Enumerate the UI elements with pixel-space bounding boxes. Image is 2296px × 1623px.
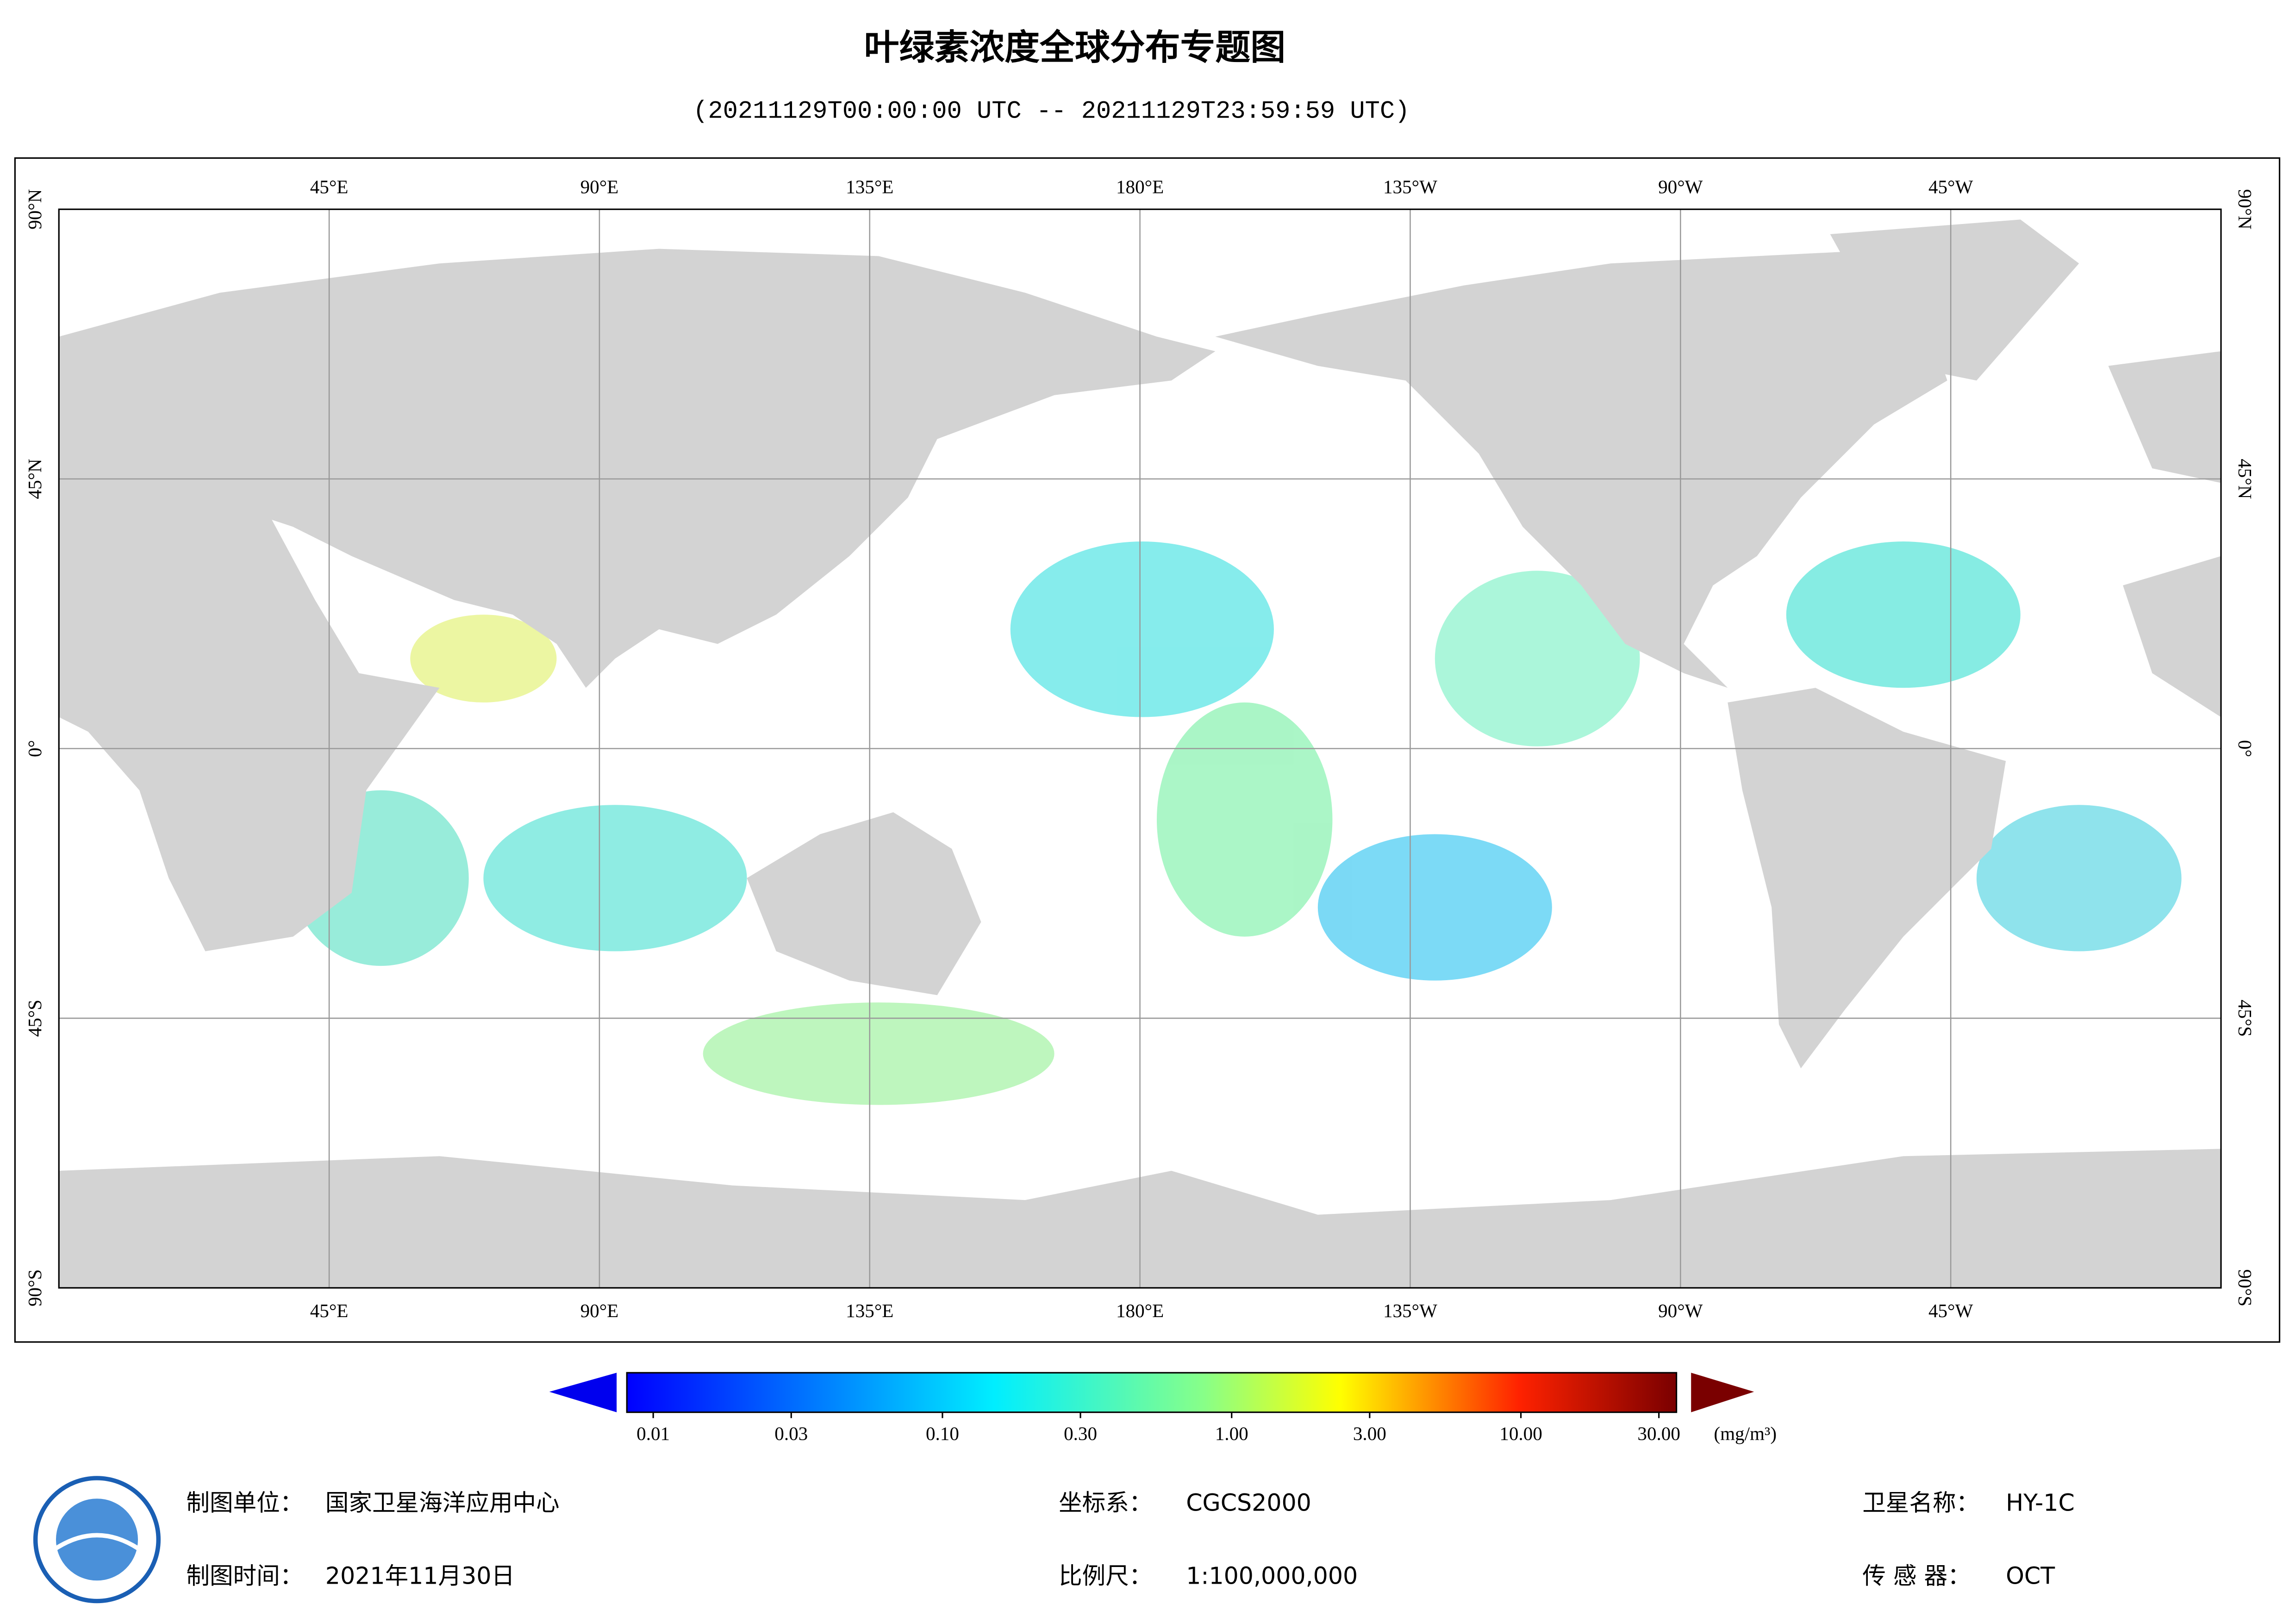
land bbox=[1215, 249, 1947, 688]
lon-label: 135°E bbox=[846, 1300, 893, 1321]
lat-label: 0° bbox=[24, 740, 45, 757]
footer-label: 制图时间： bbox=[186, 1562, 303, 1589]
lat-label: 90°S bbox=[2234, 1269, 2256, 1306]
lon-label: 135°W bbox=[1383, 1300, 1437, 1321]
land bbox=[747, 812, 981, 995]
lon-label: 90°W bbox=[1658, 176, 1703, 197]
colorbar-high-arrow bbox=[1691, 1373, 1754, 1412]
colorbar-low-arrow bbox=[549, 1373, 617, 1412]
logo bbox=[33, 1476, 161, 1604]
colorbar-tick-label: 3.00 bbox=[1353, 1423, 1386, 1444]
lon-label: 180°E bbox=[1116, 1300, 1164, 1321]
footer-label: 传 感 器： bbox=[1862, 1562, 1971, 1589]
land bbox=[1830, 219, 2079, 381]
land bbox=[59, 249, 1216, 688]
colorbar-bar bbox=[626, 1372, 1678, 1413]
lon-label: 45°W bbox=[1928, 176, 1973, 197]
lat-label: 45°N bbox=[2234, 459, 2256, 499]
lon-label: 180°E bbox=[1116, 176, 1164, 197]
footer-label: 比例尺： bbox=[1059, 1562, 1152, 1589]
land bbox=[1728, 688, 2006, 1069]
colorbar: (mg/m³) 0.01 0.03 0.10 0.30 1.00 3.00 10.00 30.… bbox=[549, 1372, 1777, 1445]
colorbar-tick-label: 10.00 bbox=[1499, 1423, 1542, 1444]
map-frame bbox=[14, 157, 2281, 1343]
lon-label: 90°E bbox=[580, 1300, 619, 1321]
lat-label: 45°S bbox=[2234, 1000, 2256, 1037]
colorbar-tick-label: 1.00 bbox=[1215, 1423, 1248, 1444]
colorbar-tick-label: 0.10 bbox=[926, 1423, 959, 1444]
lat-label: 90°N bbox=[24, 189, 45, 230]
land bbox=[59, 468, 440, 951]
footer-value: 2021年11月30日 bbox=[325, 1562, 515, 1589]
lat-label: 0° bbox=[2234, 740, 2256, 757]
lat-label: 90°S bbox=[24, 1269, 45, 1306]
footer: 制图单位： 国家卫星海洋应用中心 制图时间： 2021年11月30日 坐标系： … bbox=[186, 1489, 2074, 1589]
graticule: 45°E 45°E 90°E 90°E 135°E 135°E 180°E 180°E 135°… bbox=[24, 176, 2256, 1321]
colorbar-tick-label: 30.00 bbox=[1637, 1423, 1680, 1444]
footer-value: CGCS2000 bbox=[1186, 1489, 1311, 1516]
footer-label: 卫星名称： bbox=[1862, 1489, 1979, 1516]
footer-value: 1:100,000,000 bbox=[1186, 1562, 1358, 1589]
map-body bbox=[59, 219, 2221, 1288]
lon-label: 45°E bbox=[310, 1300, 349, 1321]
colorbar-unit: (mg/m³) bbox=[1714, 1423, 1777, 1445]
footer-value: 国家卫星海洋应用中心 bbox=[325, 1489, 560, 1516]
map-border bbox=[58, 208, 2222, 1289]
lon-label: 90°E bbox=[580, 176, 619, 197]
lon-label: 45°E bbox=[310, 176, 349, 197]
lat-label: 90°N bbox=[2234, 189, 2256, 230]
ocean-data bbox=[293, 541, 2182, 1105]
footer-value: OCT bbox=[2006, 1562, 2055, 1589]
colorbar-tick-label: 0.03 bbox=[774, 1423, 808, 1444]
land bbox=[2108, 351, 2221, 717]
title: 叶绿素浓度全球分布专题图 bbox=[864, 27, 1286, 68]
footer-label: 坐标系： bbox=[1059, 1489, 1152, 1516]
lon-label: 45°W bbox=[1928, 1300, 1973, 1321]
lon-label: 135°E bbox=[846, 176, 893, 197]
footer-label: 制图单位： bbox=[186, 1489, 303, 1516]
lat-label: 45°N bbox=[24, 459, 45, 499]
lat-label: 45°S bbox=[24, 1000, 45, 1037]
colorbar-tick-label: 0.01 bbox=[636, 1423, 670, 1444]
lon-label: 135°W bbox=[1383, 176, 1437, 197]
subtitle: (20211129T00:00:00 UTC -- 20211129T23:59… bbox=[693, 98, 1410, 126]
lon-label: 90°W bbox=[1658, 1300, 1703, 1321]
colorbar-tick-label: 0.30 bbox=[1064, 1423, 1097, 1444]
footer-value: HY-1C bbox=[2006, 1489, 2075, 1516]
